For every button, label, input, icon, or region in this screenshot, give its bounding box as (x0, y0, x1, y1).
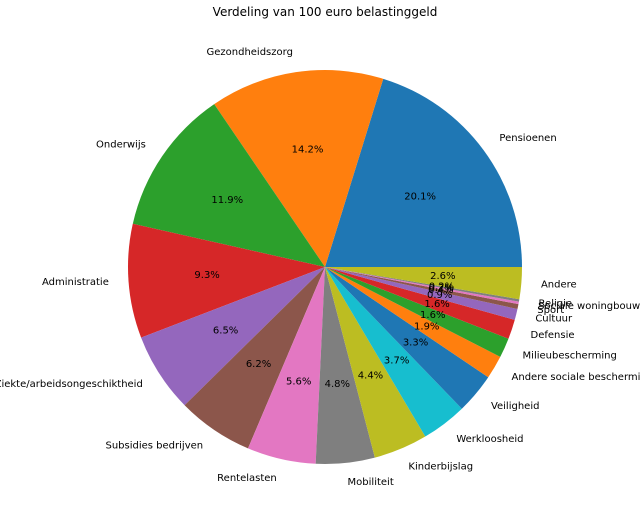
pct-label-andere: 2.6% (430, 271, 455, 282)
pie-slices (127, 70, 522, 464)
percentage-labels: 20.1%14.2%11.9%9.3%6.5%6.2%5.6% 4.8%4.4%3… (194, 145, 455, 390)
slice-cultuur (325, 267, 518, 320)
pct-label-veiligheid: 3.3% (403, 338, 428, 349)
category-label-mobiliteit: Mobiliteit (348, 477, 394, 488)
slice-administratie (127, 223, 325, 338)
category-label-ziekte-arbeidsongeschiktheid: Ziekte/arbeidsongeschiktheid (0, 379, 143, 390)
slice-mobiliteit (315, 267, 375, 464)
slice-sport (325, 267, 519, 310)
pct-label-administratie: 9.3% (194, 270, 219, 281)
pct-label-sociale-woningbouw: 0.2% (429, 283, 454, 294)
category-label-religie: Religie (539, 298, 573, 309)
pct-label-cultuur: 0.9% (427, 290, 452, 301)
category-label-kinderbijslag: Kinderbijslag (408, 462, 473, 473)
slice-kinderbijslag (325, 267, 426, 458)
category-label-pensioenen: Pensioenen (499, 133, 556, 144)
slice-defensie (325, 267, 515, 339)
slice-pensioenen (325, 78, 522, 267)
slice-veiligheid (325, 267, 489, 409)
category-label-sociale-woningbouw: Sociale woningbouw (538, 301, 640, 312)
category-label-onderwijs: Onderwijs (96, 140, 146, 151)
category-label-andere-sociale-bescherming: Andere sociale bescherming (512, 372, 640, 383)
category-label-subsidies-bedrijven: Subsidies bedrijven (105, 441, 203, 452)
pct-label-subsidies-bedrijven: 6.2% (246, 359, 271, 370)
pct-label-religie: 0.2% (429, 282, 454, 293)
slice-milieubescherming (325, 267, 509, 357)
pct-label-sport: 0.4% (428, 285, 453, 296)
category-label-gezondheidszorg: Gezondheidszorg (206, 47, 292, 58)
pct-label-rentelasten: 5.6% (286, 377, 311, 388)
pct-label-mobiliteit: 4.8% (325, 379, 350, 390)
slice-rentelasten (248, 267, 325, 464)
slice-ziekte-arbeidsongeschiktheid (141, 267, 325, 406)
pct-label-defensie: 1.6% (424, 299, 449, 310)
category-label-rentelasten: Rentelasten (217, 473, 277, 484)
slice-sociale-woningbouw (325, 267, 519, 305)
chart-title: Verdeling van 100 euro belastinggeld (213, 5, 438, 19)
slice-subsidies-bedrijven (184, 267, 325, 449)
pct-label-gezondheidszorg: 14.2% (292, 145, 324, 156)
category-labels: Pensioenen Gezondheidszorg Onderwijs Admini… (0, 47, 640, 488)
category-label-milieubescherming: Milieubescherming (523, 351, 617, 362)
category-label-veiligheid: Veiligheid (491, 401, 540, 412)
slice-religie (325, 267, 520, 302)
slice-andere-sociale-bescherming (325, 267, 501, 378)
pct-label-pensioenen: 20.1% (404, 191, 436, 202)
slice-gezondheidszorg (214, 70, 384, 268)
pct-label-andere-sociale-bescherming: 1.9% (414, 322, 439, 333)
pct-label-onderwijs: 11.9% (211, 195, 243, 206)
slice-werkloosheid (325, 267, 462, 437)
pct-label-werkloosheid: 3.7% (384, 356, 409, 367)
category-label-sport: Sport (537, 305, 564, 316)
category-label-defensie: Defensie (531, 330, 575, 341)
category-label-andere: Andere (541, 279, 577, 290)
category-label-werkloosheid: Werkloosheid (456, 434, 523, 445)
slice-andere (325, 267, 522, 300)
pct-label-ziekte-arbeidsongeschiktheid: 6.5% (213, 325, 238, 336)
category-label-cultuur: Cultuur (535, 314, 573, 325)
slice-onderwijs (132, 104, 325, 267)
pct-label-milieubescherming: 1.6% (420, 310, 445, 321)
category-label-administratie: Administratie (42, 277, 109, 288)
pct-label-kinderbijslag: 4.4% (358, 371, 383, 382)
